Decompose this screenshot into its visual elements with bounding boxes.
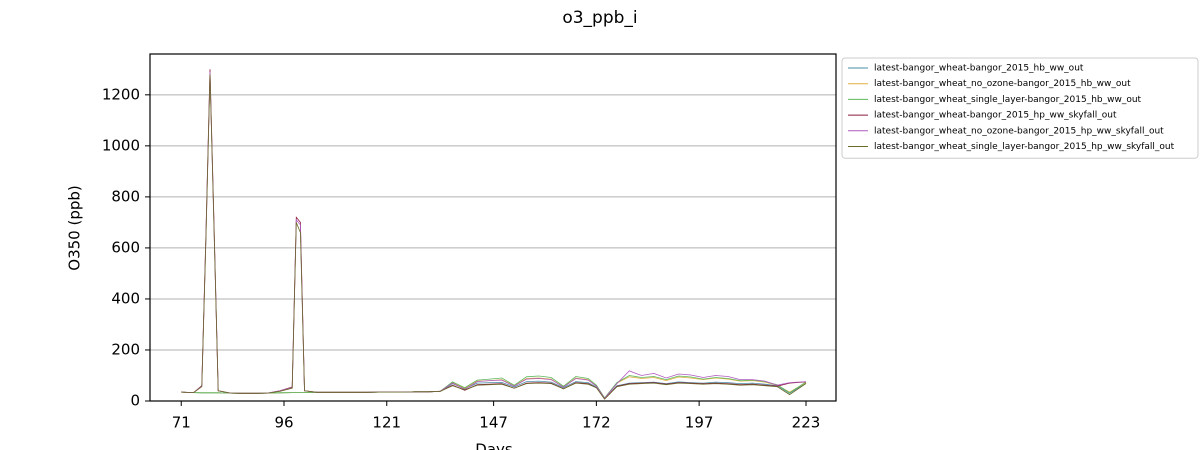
chart-title: o3_ppb_i: [562, 8, 637, 28]
series-line: [181, 74, 807, 400]
y-tick-label: 1000: [102, 136, 140, 154]
legend-label: latest-bangor_wheat-bangor_2015_hb_ww_ou…: [874, 64, 1084, 74]
legend-label: latest-bangor_wheat-bangor_2015_hp_ww_sk…: [874, 111, 1117, 121]
legend-label: latest-bangor_wheat_single_layer-bangor_…: [874, 142, 1175, 152]
y-tick-label: 1200: [102, 85, 140, 103]
y-tick-label: 400: [111, 289, 140, 307]
series-line: [181, 71, 807, 400]
x-tick-label: 121: [372, 414, 401, 432]
y-tick-label: 200: [111, 340, 140, 358]
x-tick-label: 147: [479, 414, 508, 432]
x-tick-label: 96: [274, 414, 293, 432]
plot-frame: [149, 53, 837, 402]
x-axis-label: Days: [475, 441, 513, 450]
series-line: [181, 375, 807, 399]
y-axis-label: O350 (ppb): [66, 185, 84, 270]
y-tick-label: 0: [130, 392, 140, 410]
y-tick-label: 800: [111, 187, 140, 205]
x-tick-label: 71: [172, 414, 191, 432]
legend-label: latest-bangor_wheat_no_ozone-bangor_2015…: [874, 79, 1131, 89]
x-tick-label: 172: [582, 414, 611, 432]
legend-box: [841, 57, 1199, 159]
y-tick-label: 600: [111, 238, 140, 256]
x-tick-label: 223: [792, 414, 821, 432]
legend-label: latest-bangor_wheat_single_layer-bangor_…: [874, 95, 1142, 105]
legend-label: latest-bangor_wheat_no_ozone-bangor_2015…: [874, 126, 1164, 136]
x-tick-label: 197: [685, 414, 714, 432]
